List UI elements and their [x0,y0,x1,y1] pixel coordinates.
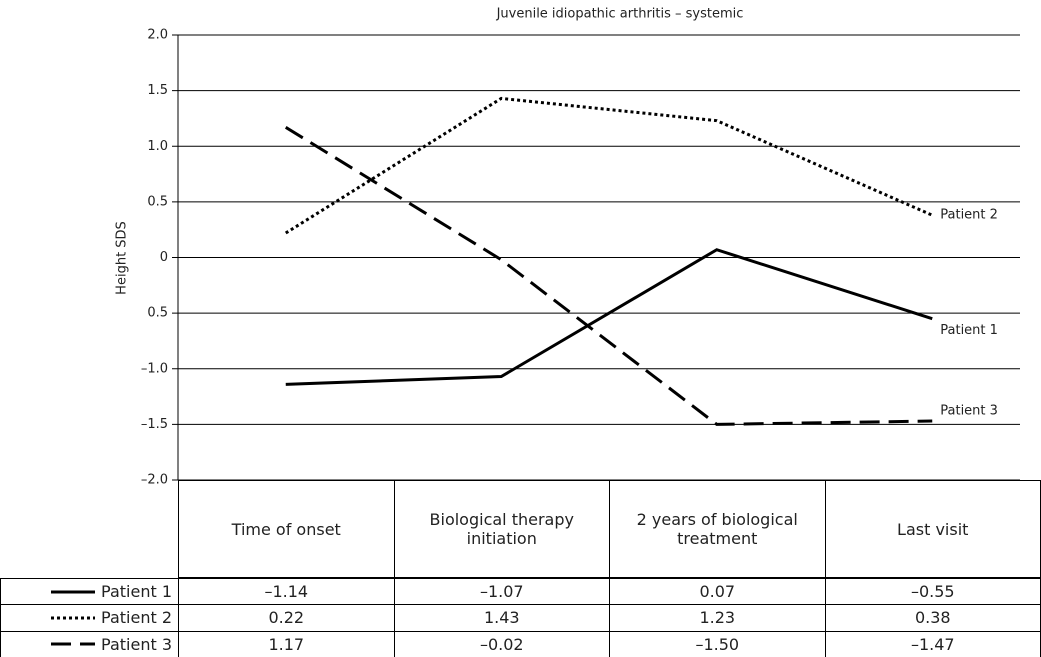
table-value: –0.55 [824,578,1041,606]
line [284,96,933,235]
category-header: 2 years of biological treatment [609,480,826,578]
y-tick-label: 0.5 [147,306,168,321]
legend-label: Patient 2 [101,608,172,628]
line-label: Patient 2 [940,208,998,223]
legend-swatch [51,642,96,646]
table-value: –1.14 [178,578,395,606]
line [284,126,933,426]
table-value: –1.50 [609,630,826,657]
line-label: Patient 3 [940,404,998,419]
line-label: Patient 1 [940,323,998,338]
line [285,248,933,386]
table-value: –1.07 [393,578,610,606]
legend-label: Patient 3 [101,634,172,654]
table-value: –1.47 [824,630,1041,657]
legend-cell: Patient 2 [0,604,179,632]
table-value: 0.38 [824,604,1041,632]
y-tick-label: 0 [160,250,168,265]
table-value: 1.17 [178,630,395,657]
category-header: Time of onset [178,480,395,578]
y-tick-label: –1.5 [141,417,168,432]
table-value: 1.23 [609,604,826,632]
y-tick-label: 1.0 [147,139,168,154]
category-header: Biological therapy initiation [393,480,610,578]
y-tick-label: 2.0 [147,28,168,43]
legend-cell: Patient 1 [0,578,179,606]
legend-swatch [51,590,96,594]
category-header: Last visit [824,480,1041,578]
y-tick-label: –2.0 [141,473,168,488]
y-tick-label: –1.0 [141,361,168,376]
y-tick-label: 1.5 [147,83,168,98]
legend-cell: Patient 3 [0,630,179,657]
table-value: 0.07 [609,578,826,606]
legend-label: Patient 1 [101,582,172,602]
y-axis-label: Height SDS [115,221,130,295]
table-value: 1.43 [393,604,610,632]
chart-title: Juvenile idiopathic arthritis – systemic [496,7,744,22]
y-tick-label: 0.5 [147,194,168,209]
table-value: –0.02 [393,630,610,657]
legend-swatch [51,616,96,620]
table-value: 0.22 [178,604,395,632]
